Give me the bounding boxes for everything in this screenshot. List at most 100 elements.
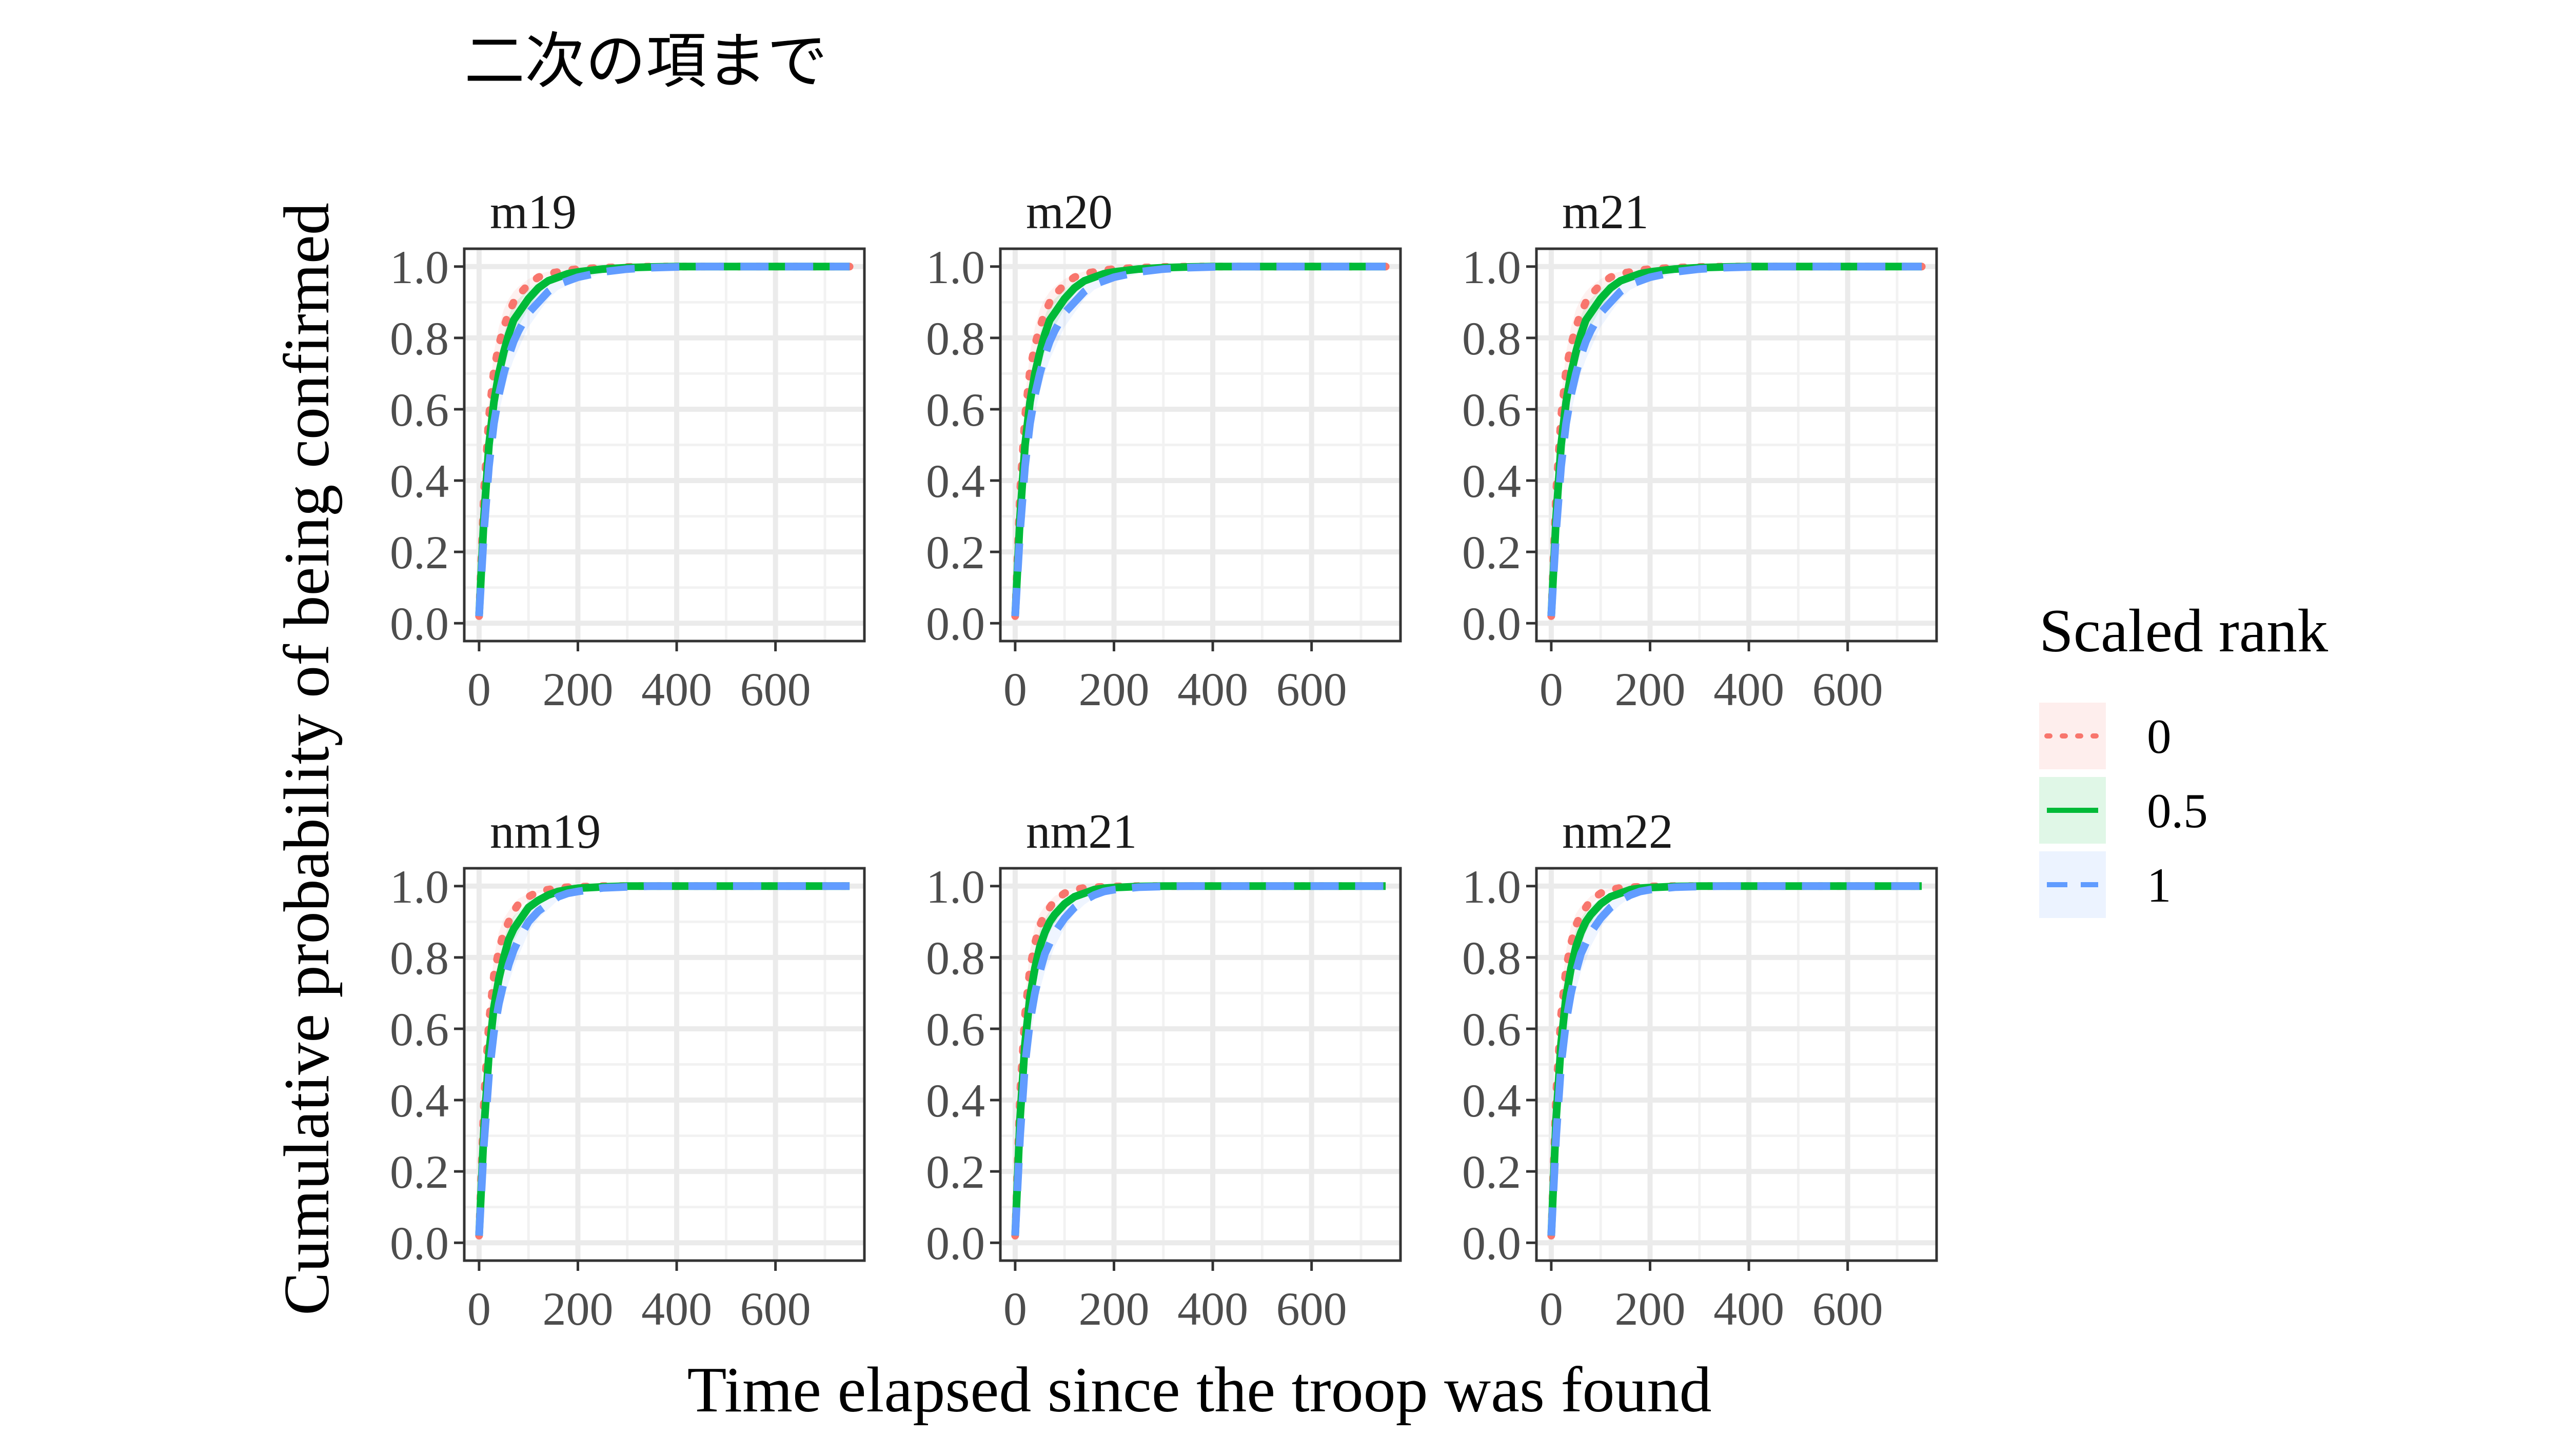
y-tick-label: 0.2 [390,526,449,579]
y-tick-label: 1.0 [1462,861,1521,913]
facet-panel-nm22: nm22 0.0 0.2 0.4 0.6 0.8 1.0 0 200 400 600 [1462,804,1938,1335]
facet-label: m21 [1562,185,1649,239]
legend: Scaled rank 0 0.5 1 [2039,596,2328,918]
y-tick-label: 0.6 [926,1003,985,1055]
x-axis-label: Time elapsed since the troop was found [687,1354,1712,1426]
x-tick-label: 200 [542,663,613,715]
x-tick-label: 0 [1003,1283,1027,1335]
panels-layer: m19 0.0 0.2 0.4 0.6 0.8 1.0 0 200 400 600 m20 0.0 0.2… [390,185,1938,1335]
x-tick-label: 200 [1614,663,1685,715]
y-tick-label: 1.0 [1462,241,1521,293]
chart-title: 二次の項まで [464,26,827,96]
y-tick-label: 0.4 [1462,455,1521,507]
legend-item-1: 1 [2039,851,2172,918]
y-tick-label: 0.0 [390,597,449,650]
panel-border [999,867,1402,1262]
y-tick-label: 1.0 [926,861,985,913]
y-tick-label: 0.2 [1462,526,1521,579]
legend-label: 0 [2147,709,2172,764]
x-tick-label: 400 [641,1283,712,1335]
y-tick-label: 0.6 [926,384,985,436]
panel-border [463,247,866,643]
series-line-1 [475,263,850,616]
y-tick-label: 0.6 [390,1003,449,1055]
x-tick-label: 400 [1177,1283,1248,1335]
x-tick-label: 0 [1003,663,1027,715]
x-tick-label: 600 [1812,663,1883,715]
series-line-0 [1011,263,1390,620]
y-tick-label: 0.0 [926,597,985,650]
facet-label: nm22 [1562,804,1673,859]
facet-label: nm21 [1026,804,1137,859]
x-tick-label: 600 [740,1283,811,1335]
legend-title: Scaled rank [2039,596,2328,665]
y-tick-label: 0.2 [926,526,985,579]
legend-label: 0.5 [2147,784,2208,838]
x-tick-label: 400 [1177,663,1248,715]
facet-label: nm19 [490,804,601,859]
y-tick-label: 0.2 [1462,1146,1521,1198]
x-tick-label: 0 [1540,1283,1563,1335]
series-line-1 [1547,263,1922,616]
y-tick-label: 0.8 [926,932,985,984]
y-tick-label: 0.4 [926,1074,985,1127]
y-tick-label: 0.2 [926,1146,985,1198]
y-tick-label: 0.8 [390,312,449,365]
facet-panel-nm21: nm21 0.0 0.2 0.4 0.6 0.8 1.0 0 200 400 600 [926,804,1402,1335]
x-tick-label: 0 [1540,663,1563,715]
panel-border [1535,247,1938,643]
y-axis-label: Cumulative probability of being confirme… [271,203,343,1315]
y-tick-label: 1.0 [390,861,449,913]
facet-panel-m20: m20 0.0 0.2 0.4 0.6 0.8 1.0 0 200 400 600 [926,185,1402,715]
facet-label: m19 [490,185,577,239]
y-tick-label: 0.8 [1462,312,1521,365]
legend-item-0: 0 [2039,703,2172,769]
y-tick-label: 0.8 [390,932,449,984]
series-line-0 [1547,263,1926,620]
series-line-0 [475,263,854,620]
y-tick-label: 0.6 [390,384,449,436]
x-tick-label: 200 [542,1283,613,1335]
y-tick-label: 0.4 [1462,1074,1521,1127]
panel-border [1535,867,1938,1262]
x-tick-label: 200 [1078,1283,1149,1335]
series-line-1 [1011,263,1386,616]
series-line-1 [1011,882,1386,1236]
x-tick-label: 600 [740,663,811,715]
y-tick-label: 0.2 [390,1146,449,1198]
panel-border [463,867,866,1262]
y-tick-label: 0.4 [390,455,449,507]
y-tick-label: 0.6 [1462,384,1521,436]
x-tick-label: 200 [1614,1283,1685,1335]
series-line-1 [1547,882,1922,1236]
y-tick-label: 0.0 [390,1217,449,1269]
x-tick-label: 600 [1276,663,1347,715]
panel-border [999,247,1402,643]
y-tick-label: 0.8 [1462,932,1521,984]
x-tick-label: 600 [1812,1283,1883,1335]
x-tick-label: 0 [467,663,491,715]
x-tick-label: 400 [1713,663,1784,715]
x-tick-label: 600 [1276,1283,1347,1335]
y-tick-label: 0.4 [926,455,985,507]
facet-panel-m21: m21 0.0 0.2 0.4 0.6 0.8 1.0 0 200 400 600 [1462,185,1938,715]
y-tick-label: 1.0 [926,241,985,293]
facet-panel-m19: m19 0.0 0.2 0.4 0.6 0.8 1.0 0 200 400 600 [390,185,866,715]
y-tick-label: 0.6 [1462,1003,1521,1055]
legend-item-0.5: 0.5 [2039,777,2208,844]
y-tick-label: 0.0 [926,1217,985,1269]
x-tick-label: 0 [467,1283,491,1335]
series-line-1 [475,882,850,1236]
facet-label: m20 [1026,185,1113,239]
y-tick-label: 1.0 [390,241,449,293]
y-tick-label: 0.0 [1462,597,1521,650]
x-tick-label: 400 [1713,1283,1784,1335]
x-tick-label: 400 [641,663,712,715]
x-tick-label: 200 [1078,663,1149,715]
y-tick-label: 0.4 [390,1074,449,1127]
y-tick-label: 0.0 [1462,1217,1521,1269]
facet-panel-nm19: nm19 0.0 0.2 0.4 0.6 0.8 1.0 0 200 400 600 [390,804,866,1335]
legend-label: 1 [2147,858,2172,912]
